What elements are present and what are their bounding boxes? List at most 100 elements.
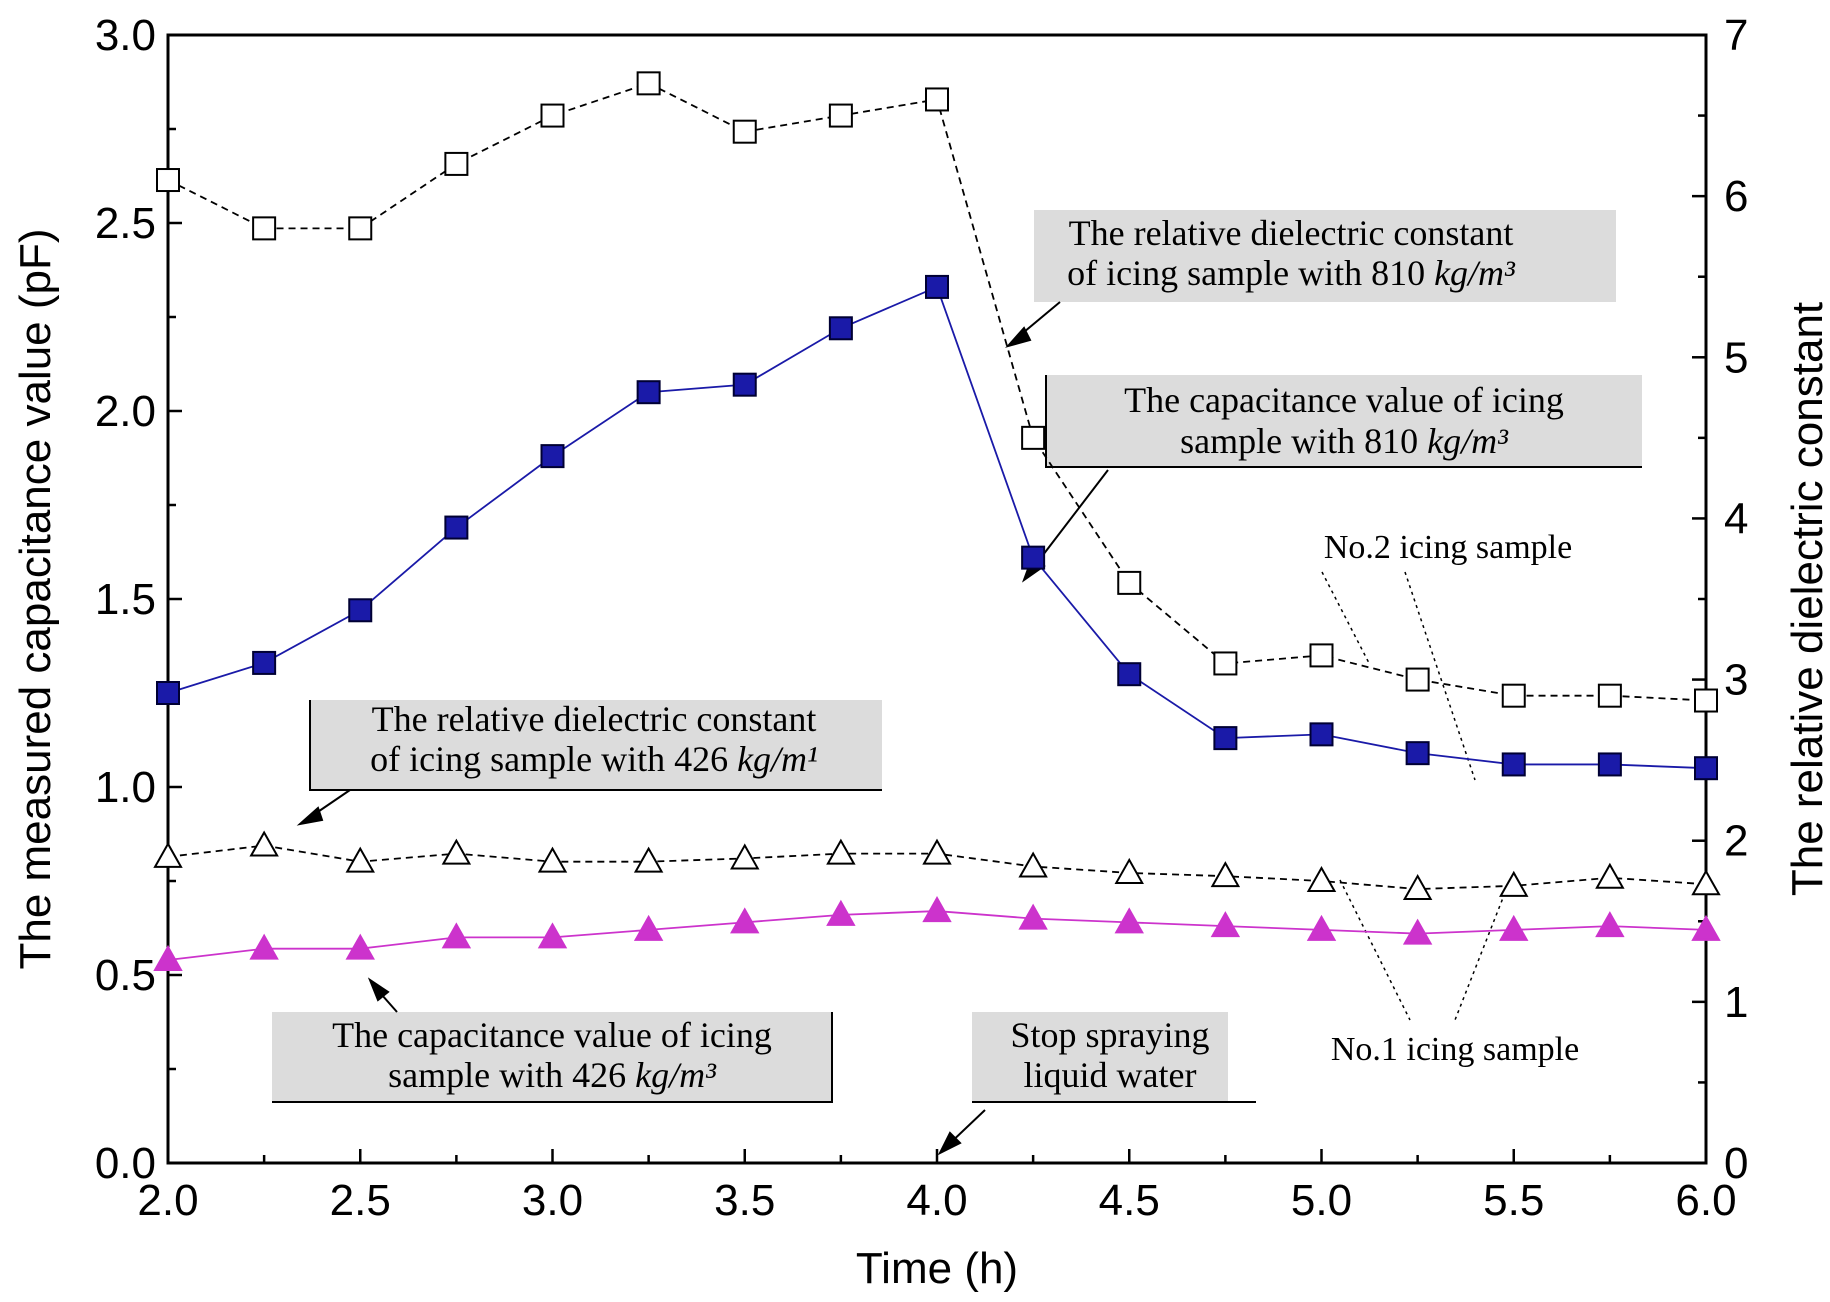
annotation-stop-line1: Stop spraying (1010, 1015, 1209, 1055)
y-left-tick-label: 0.0 (95, 1139, 156, 1188)
data-point (345, 846, 375, 873)
data-point (925, 274, 949, 299)
data-point (156, 168, 180, 193)
data-point (922, 838, 952, 865)
annotation-no1: No.1 icing sample (1331, 1031, 1579, 1068)
x-tick-label: 4.5 (1099, 1176, 1160, 1225)
data-point (1114, 857, 1144, 884)
x-tick-label: 5.0 (1291, 1176, 1352, 1225)
y-right-tick-label: 7 (1724, 11, 1748, 60)
y-left-axis-title: The measured capacitance value (pF) (11, 228, 60, 969)
y-right-tick-label: 0 (1724, 1139, 1748, 1188)
data-point (826, 838, 856, 865)
x-tick-label: 2.5 (330, 1176, 391, 1225)
data-point (1018, 851, 1048, 878)
data-point (828, 316, 853, 341)
series-4 (153, 896, 1721, 971)
data-point (153, 944, 183, 971)
y-left-tick-label: 2.5 (95, 199, 156, 248)
data-point (444, 515, 469, 540)
data-point (922, 896, 952, 923)
data-point (1405, 741, 1430, 766)
data-point (636, 71, 661, 96)
data-point (730, 907, 760, 934)
y-right-tick-label: 6 (1724, 172, 1748, 221)
data-point (441, 838, 472, 865)
data-point (1213, 651, 1238, 676)
data-point (1405, 667, 1430, 692)
data-point (252, 216, 277, 241)
data-point (828, 103, 853, 128)
annotation-arrows (296, 301, 1109, 1156)
data-point (1213, 726, 1238, 751)
annotation-rdc-810: The relative dielectric constant of icin… (1034, 210, 1616, 302)
y-left-tick-label: 1.5 (95, 575, 156, 624)
data-point (348, 598, 373, 623)
data-point (540, 444, 565, 469)
data-point (1597, 752, 1622, 777)
plot-frame (166, 33, 1708, 1165)
annotation-cap-426-line1: The capacitance value of icing (332, 1015, 772, 1055)
annotation-cap-426-line2: sample with 426 kg/m³ (388, 1055, 717, 1095)
data-point (636, 380, 661, 405)
sample-leader-lines (1321, 571, 1511, 1021)
x-tick-label: 2.0 (137, 1176, 198, 1225)
data-point (249, 830, 279, 857)
data-point (1114, 907, 1144, 934)
annotation-cap-810-line2: sample with 810 kg/m³ (1180, 421, 1509, 461)
data-point (345, 933, 375, 960)
data-point (249, 933, 279, 960)
y-right-tick-label: 1 (1724, 978, 1748, 1027)
data-point (1210, 861, 1241, 888)
data-point (537, 922, 568, 949)
data-point (156, 681, 180, 705)
y-right-tick-label: 5 (1724, 333, 1748, 382)
annotation-cap-426: The capacitance value of icing sample wi… (272, 1012, 833, 1103)
data-point (348, 216, 373, 241)
data-point (925, 87, 949, 112)
data-point (537, 846, 568, 873)
data-point (1501, 683, 1526, 708)
data-point (1018, 903, 1048, 930)
data-point (1402, 874, 1433, 901)
data-point (633, 914, 664, 941)
data-point (633, 846, 664, 873)
data-point (1694, 756, 1718, 781)
annotation-no2: No.2 icing sample (1324, 529, 1572, 566)
y-right-tick-label: 3 (1724, 656, 1748, 705)
annotation-cap-810-line1: The capacitance value of icing (1124, 380, 1564, 420)
x-tick-label: 3.5 (714, 1176, 775, 1225)
y-left-tick-label: 1.0 (95, 763, 156, 812)
annotation-stop: Stop spraying liquid water (972, 1012, 1256, 1103)
data-point (1021, 425, 1046, 450)
y-right-axis-title: The relative dielectric constant (1783, 302, 1830, 896)
x-tick-label: 4.0 (906, 1176, 967, 1225)
series-1 (156, 274, 1718, 781)
data-point (540, 103, 565, 128)
annotation-rdc-810-line2: of icing sample with 810 kg/m³ (1067, 253, 1516, 293)
data-point (1309, 643, 1334, 668)
data-point (826, 899, 856, 926)
data-point (252, 650, 277, 675)
data-point (1501, 752, 1526, 777)
data-point (1306, 865, 1337, 892)
annotation-cap-810: The capacitance value of icing sample wi… (1045, 375, 1642, 468)
series-layer (153, 71, 1721, 971)
data-point (1691, 869, 1721, 896)
data-point (732, 119, 757, 144)
data-point (1309, 722, 1334, 747)
y-left-tick-label: 0.5 (95, 951, 156, 1000)
data-point (1597, 683, 1622, 708)
data-point (1691, 914, 1721, 941)
annotation-rdc-810-line1: The relative dielectric constant (1069, 213, 1514, 253)
y-right-tick-label: 2 (1724, 817, 1748, 866)
data-point (1117, 570, 1142, 595)
data-point (730, 843, 760, 870)
annotation-rdc-426-line1: The relative dielectric constant (372, 699, 817, 739)
x-tick-label: 5.5 (1483, 1176, 1544, 1225)
x-axis-title: Time (h) (856, 1244, 1018, 1293)
data-point (1117, 662, 1142, 687)
y-left-tick-label: 3.0 (95, 11, 156, 60)
data-point (1595, 862, 1625, 889)
